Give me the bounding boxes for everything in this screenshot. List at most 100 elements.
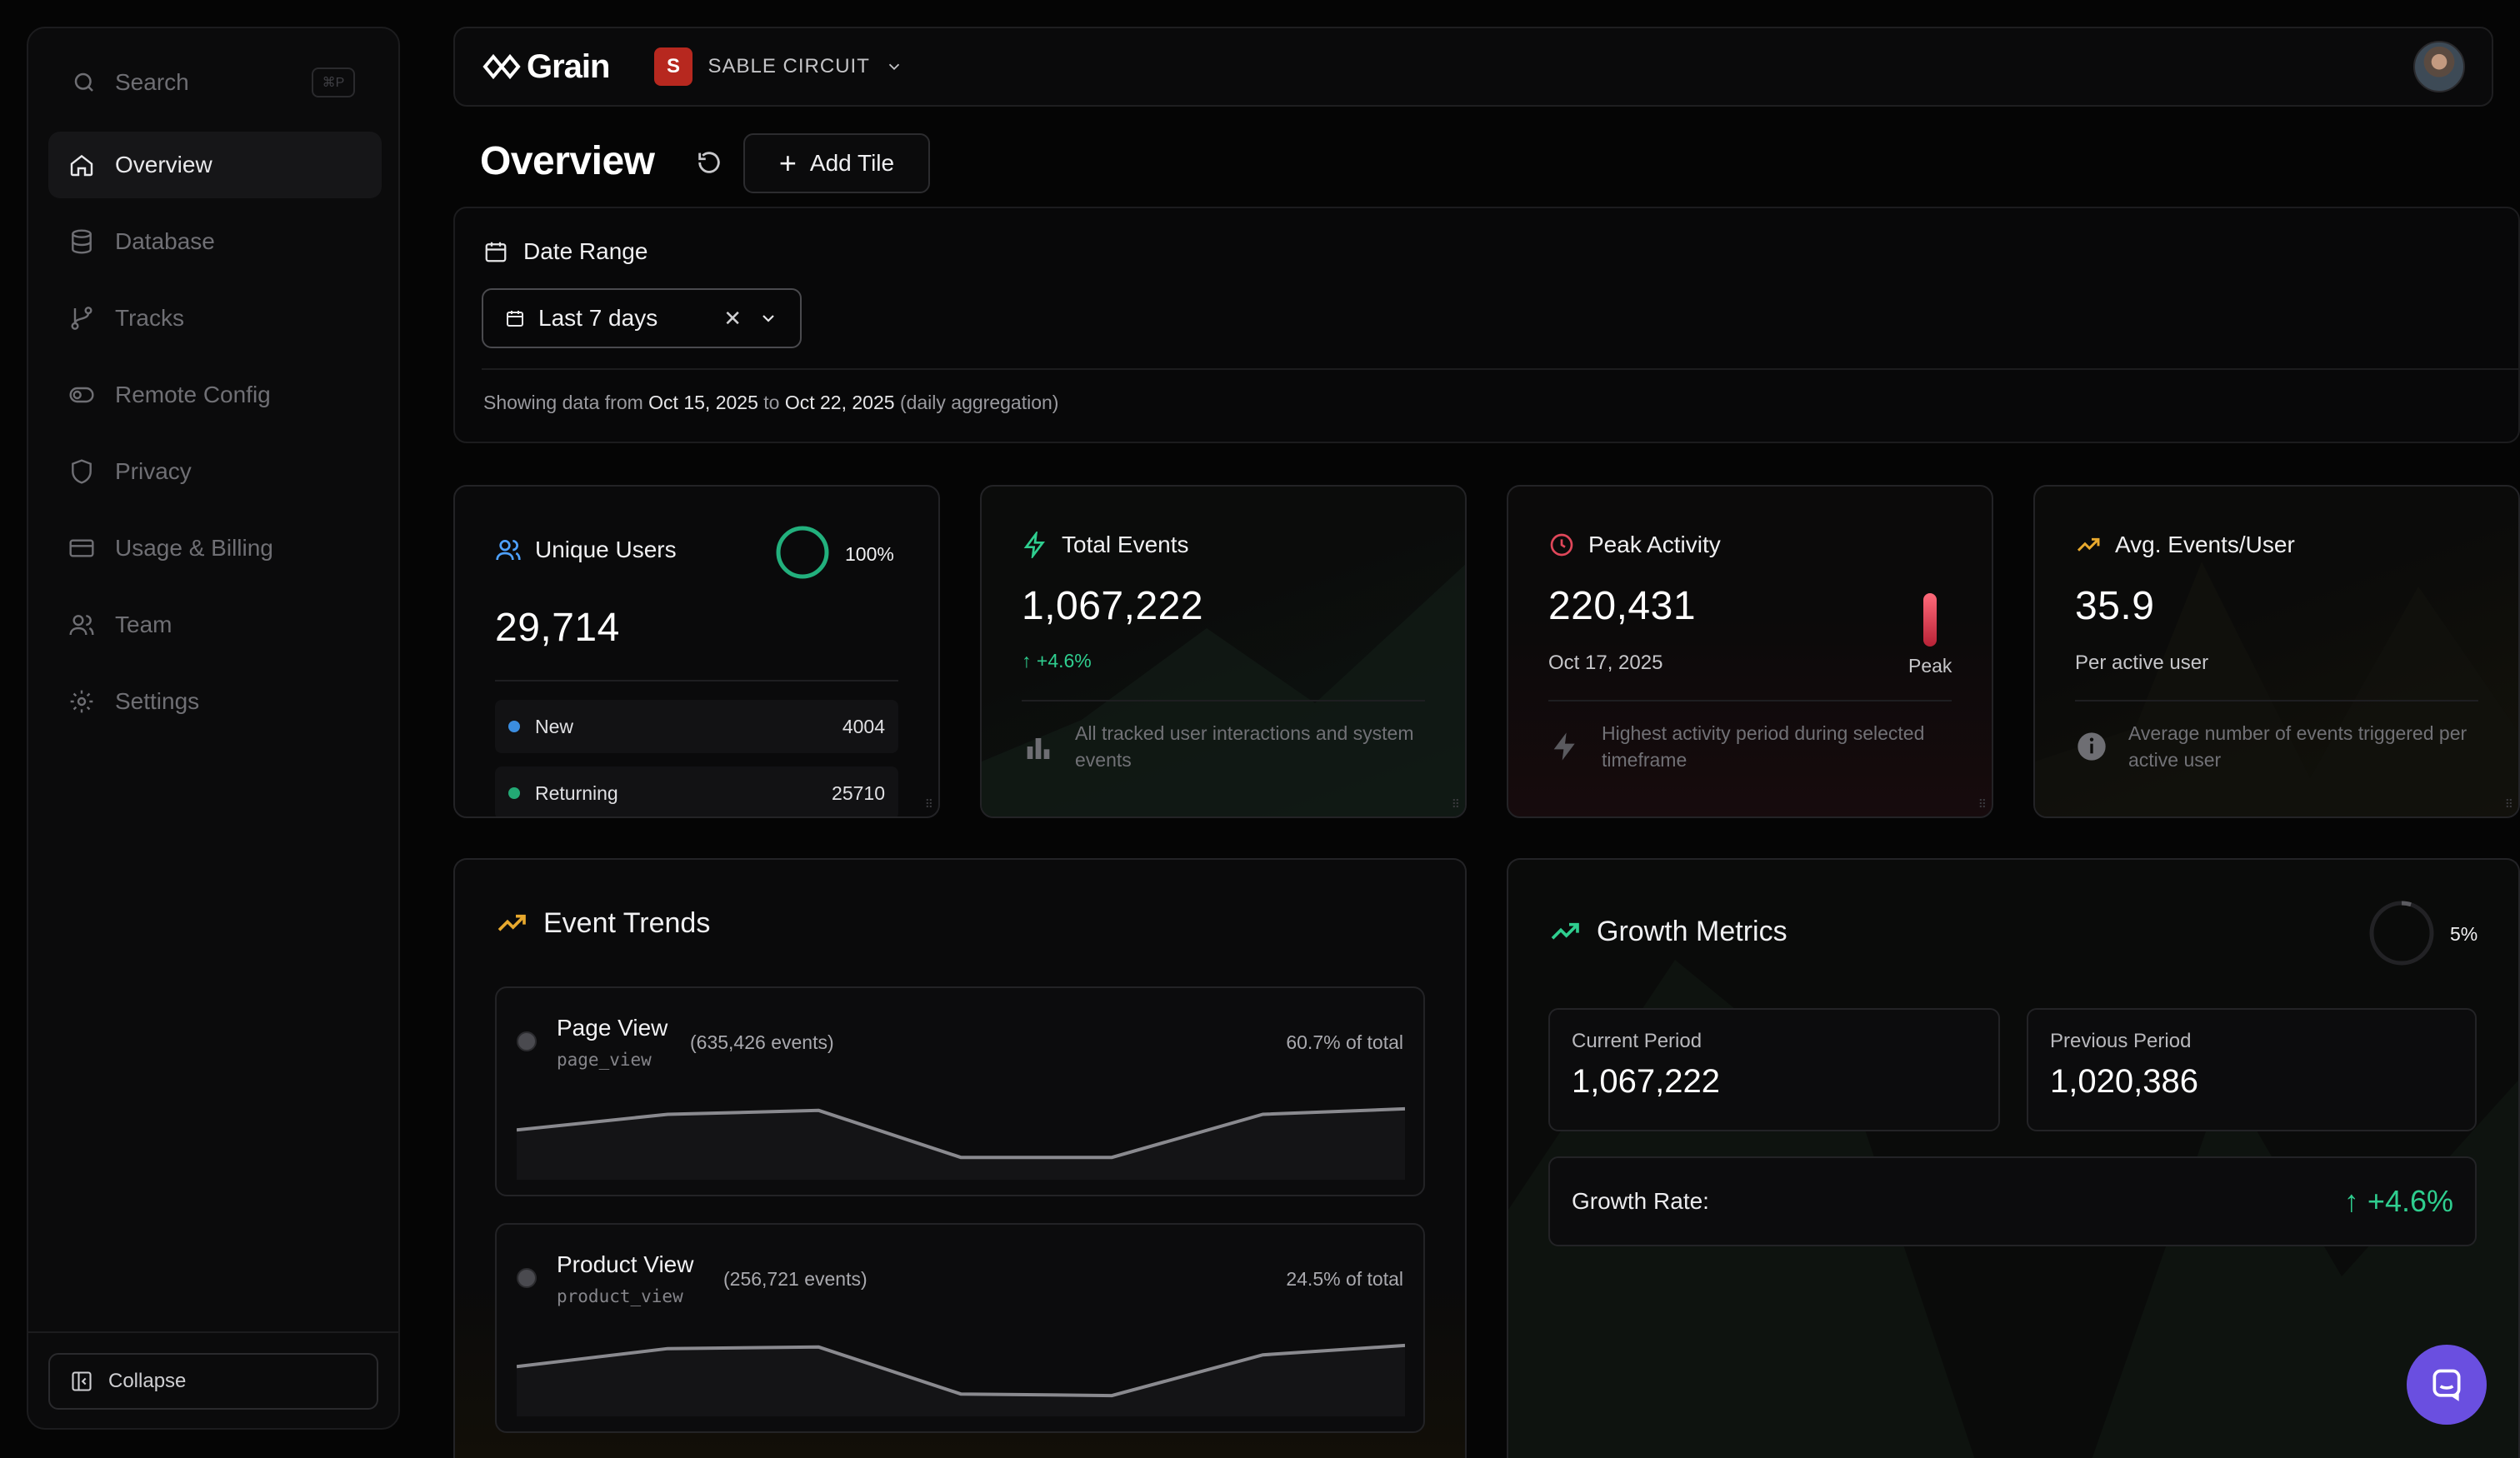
peak-indicator <box>1923 593 1937 647</box>
refresh-icon[interactable] <box>695 148 723 177</box>
users-icon <box>69 615 94 636</box>
section-title: Event Trends <box>495 906 710 940</box>
peak-activity-card: Peak Activity 220,431 Oct 17, 2025 Peak … <box>1507 485 1993 818</box>
sidebar-item-label: Tracks <box>115 305 184 331</box>
stat-description: Average number of events triggered per a… <box>2128 722 2468 771</box>
arrow-up-icon: ↑ <box>2343 1184 2359 1218</box>
resize-handle-icon[interactable]: ⠿ <box>1978 797 1987 811</box>
users-icon <box>496 540 521 561</box>
sparkline-line <box>517 1343 1405 1398</box>
stat-title: Peak Activity <box>1548 532 1721 558</box>
resize-handle-icon[interactable]: ⠿ <box>924 797 933 811</box>
resize-handle-icon[interactable]: ⠿ <box>2504 797 2513 811</box>
resize-handle-icon[interactable]: ⠿ <box>1451 797 1460 811</box>
returning-users-row: Returning 25710 <box>495 766 898 816</box>
ring-percent: 100% <box>845 543 894 565</box>
sidebar-item-label: Team <box>115 612 172 637</box>
sidebar-item-usage-billing[interactable]: Usage & Billing <box>48 515 382 582</box>
change-badge: ↑ +4.6% <box>1022 650 1092 672</box>
sidebar-item-privacy[interactable]: Privacy <box>48 438 382 505</box>
sparkline <box>517 1343 1405 1416</box>
date-range-value: Last 7 days <box>538 305 658 331</box>
chevron-down-icon[interactable] <box>758 308 778 328</box>
sidebar-divider <box>28 1331 398 1333</box>
sidebar: Search ⌘P Overview Database Tracks Remot… <box>27 27 400 1430</box>
chevron-down-icon <box>888 63 900 71</box>
collapse-label: Collapse <box>108 1370 187 1392</box>
stat-title: Unique Users <box>495 537 677 563</box>
sidebar-item-label: Overview <box>115 152 212 177</box>
search-input[interactable]: Search ⌘P <box>48 53 378 112</box>
lightning-icon <box>1553 732 1575 761</box>
sidebar-item-settings[interactable]: Settings <box>48 668 382 735</box>
progress-ring <box>2369 901 2434 966</box>
sparkline <box>517 1106 1405 1180</box>
divider <box>482 368 2518 370</box>
shield-icon <box>72 459 92 484</box>
arrow-up-icon: ↑ <box>1022 650 1032 672</box>
event-item-product-view[interactable]: Product View (256,721 events) product_vi… <box>495 1223 1425 1433</box>
clear-icon[interactable]: ✕ <box>723 305 742 331</box>
current-period-box: Current Period 1,067,222 <box>1548 1008 2000 1131</box>
current-period-label: Current Period <box>1572 1030 1702 1052</box>
growth-rate-value: ↑ +4.6% <box>2343 1184 2453 1218</box>
grain-logo[interactable]: Grain <box>482 48 610 86</box>
chat-launcher-button[interactable] <box>2407 1345 2487 1425</box>
org-name: SABLE CIRCUIT <box>708 55 870 77</box>
previous-period-value: 1,020,386 <box>2050 1063 2198 1100</box>
blue-dot-icon <box>508 721 520 732</box>
home-icon <box>70 154 93 177</box>
stat-title: Avg. Events/User <box>2075 532 2295 558</box>
stat-title: Total Events <box>1022 532 1189 558</box>
org-badge: S <box>654 47 693 86</box>
trending-up-icon <box>498 914 526 931</box>
sidebar-item-label: Remote Config <box>115 382 271 407</box>
gear-icon <box>70 690 93 713</box>
avg-events-card: Avg. Events/User 35.9 Per active user Av… <box>2033 485 2520 818</box>
section-title: Growth Metrics <box>1548 915 1788 948</box>
collapse-button[interactable]: Collapse <box>48 1353 378 1410</box>
event-percent: 24.5% of total <box>1286 1268 1403 1290</box>
divider <box>495 680 898 682</box>
sparkline-area <box>517 1108 1405 1180</box>
org-switcher[interactable]: S SABLE CIRCUIT <box>654 47 902 86</box>
calendar-icon <box>485 242 507 262</box>
sidebar-item-overview[interactable]: Overview <box>48 132 382 198</box>
avatar[interactable] <box>2413 41 2465 92</box>
search-shortcut: ⌘P <box>312 67 355 97</box>
progress-ring <box>776 526 829 579</box>
search-placeholder: Search <box>115 69 189 95</box>
trending-up-icon <box>2077 537 2100 552</box>
new-users-row: New 4004 <box>495 700 898 753</box>
date-range-select[interactable]: Last 7 days ✕ <box>482 288 802 348</box>
ring-percent: 5% <box>2450 923 2478 945</box>
event-percent: 60.7% of total <box>1286 1031 1403 1053</box>
sidebar-item-tracks[interactable]: Tracks <box>48 285 382 352</box>
sidebar-item-database[interactable]: Database <box>48 208 382 275</box>
previous-period-label: Previous Period <box>2050 1030 2192 1052</box>
previous-period-box: Previous Period 1,020,386 <box>2027 1008 2477 1131</box>
growth-rate-label: Growth Rate: <box>1572 1188 1709 1214</box>
growth-rate-row: Growth Rate: ↑ +4.6% <box>1548 1156 2477 1246</box>
background-pattern <box>2035 562 2518 816</box>
peak-activity-value: 220,431 <box>1548 584 1697 628</box>
sidebar-item-remote-config[interactable]: Remote Config <box>48 362 382 428</box>
divider <box>1022 700 1425 702</box>
growth-metrics-card: Growth Metrics 5% Current Period 1,067,2… <box>1507 858 2520 1458</box>
peak-label: Peak <box>1908 655 1952 677</box>
add-tile-button[interactable]: + Add Tile <box>743 133 930 193</box>
event-dot-icon <box>517 1268 537 1288</box>
unique-users-value: 29,714 <box>495 606 620 650</box>
sidebar-item-label: Database <box>115 228 215 254</box>
credit-card-icon <box>69 539 94 557</box>
sidebar-item-team[interactable]: Team <box>48 592 382 658</box>
trending-up-icon <box>1551 922 1579 940</box>
divider <box>1548 700 1952 702</box>
avg-events-sub: Per active user <box>2075 652 2209 674</box>
event-item-page-view[interactable]: Page View (635,426 events) page_view 60.… <box>495 986 1425 1196</box>
peak-date: Oct 17, 2025 <box>1548 652 1663 674</box>
event-trends-card: Event Trends Page View (635,426 events) … <box>453 858 1467 1458</box>
divider <box>2075 700 2478 702</box>
event-count: (256,721 events) <box>723 1268 868 1290</box>
stat-description: All tracked user interactions and system… <box>1075 722 1414 771</box>
